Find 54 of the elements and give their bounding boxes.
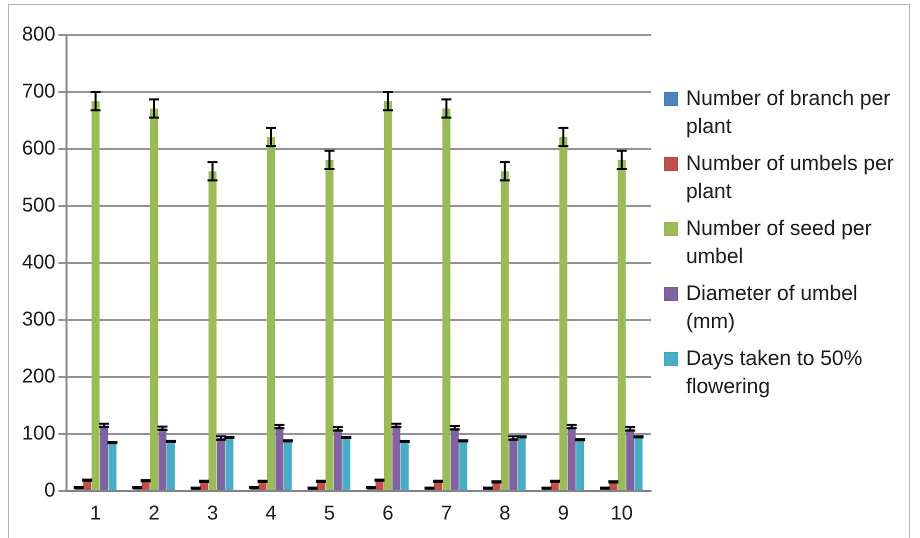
x-tick-label: 7 [440, 502, 452, 525]
x-tick-label: 3 [206, 502, 218, 525]
bar [634, 436, 643, 490]
bar [284, 440, 292, 490]
bar [626, 428, 634, 490]
legend-label: Number of umbels per plant [686, 151, 895, 205]
legend-label: Number of seed per umbel [686, 216, 873, 270]
legend-label: Days taken to 50% flowering [686, 346, 864, 400]
bar [150, 108, 158, 490]
legend-label: Number of branch per plant [686, 86, 892, 140]
bar [108, 442, 116, 490]
y-tick-label: 100 [22, 422, 56, 445]
x-tick-label: 9 [558, 502, 569, 525]
x-tick-label: 10 [610, 502, 633, 525]
bar [518, 436, 526, 490]
bar [325, 160, 334, 490]
bar [208, 171, 217, 490]
bar [442, 108, 450, 490]
x-tick-label: 1 [90, 502, 102, 525]
bar [216, 438, 225, 490]
legend-label: Diameter of umbel (mm) [686, 281, 859, 335]
x-tick-label: 2 [148, 502, 160, 525]
bar [392, 425, 400, 490]
x-tick-label: 5 [324, 502, 336, 525]
bar [92, 101, 100, 490]
x-tick-label: 6 [382, 502, 394, 525]
bar [384, 101, 392, 490]
bar [342, 437, 350, 490]
bar [166, 441, 175, 490]
y-tick-label: 400 [22, 252, 56, 274]
bar [225, 437, 234, 490]
y-tick-label: 600 [22, 138, 56, 160]
bar [459, 440, 468, 490]
bar [559, 137, 568, 490]
y-tick-label: 700 [22, 80, 56, 103]
bar [618, 160, 626, 490]
bar [500, 171, 509, 490]
bar [275, 426, 284, 490]
y-tick-label: 300 [22, 308, 56, 331]
bar [568, 426, 576, 490]
bar [100, 425, 108, 490]
bar [450, 428, 459, 490]
y-tick-label: 800 [22, 24, 56, 46]
x-tick-label: 8 [499, 502, 510, 525]
bar [334, 428, 342, 490]
y-tick-label: 0 [44, 480, 56, 502]
bar [400, 441, 409, 490]
y-tick-label: 500 [22, 194, 56, 217]
bar [576, 440, 584, 490]
bar [266, 137, 275, 490]
bar [509, 438, 518, 490]
bar [158, 428, 166, 490]
y-tick-label: 200 [22, 366, 56, 388]
x-tick-label: 4 [265, 502, 277, 525]
